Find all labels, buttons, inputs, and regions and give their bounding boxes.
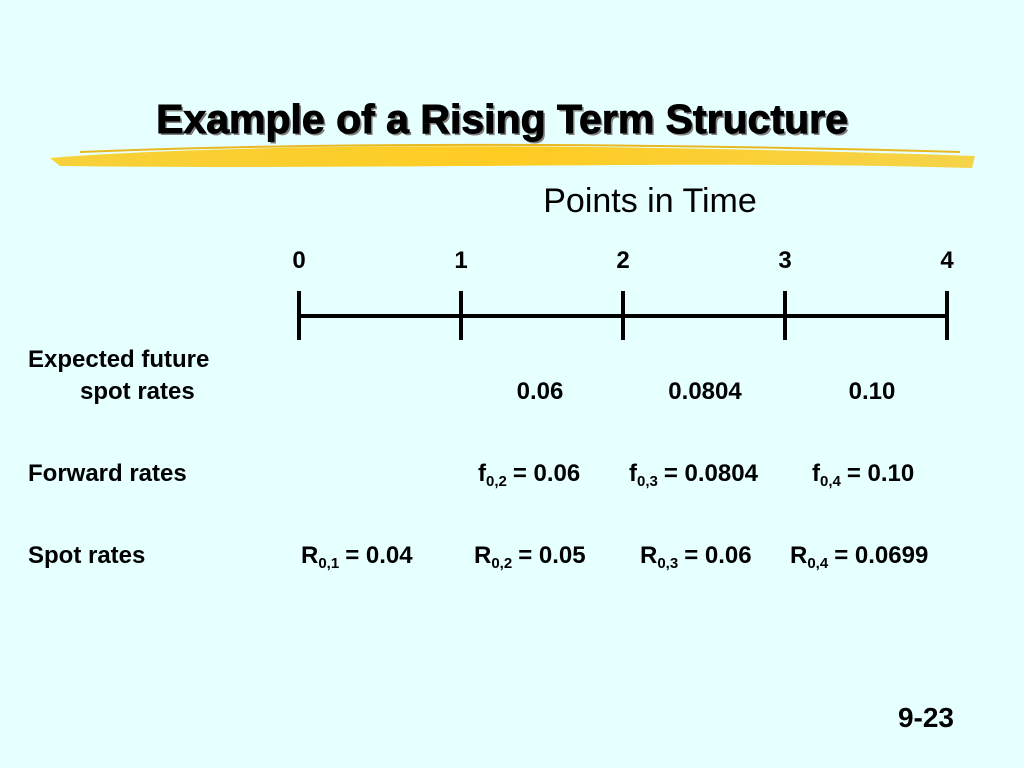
rate-subscript: 0,3 bbox=[657, 555, 679, 572]
timeline bbox=[297, 291, 949, 340]
rate-subscript: 0,2 bbox=[486, 473, 507, 490]
rate-subscript: 0,4 bbox=[807, 555, 829, 572]
rate-subscript: 0,1 bbox=[318, 555, 340, 572]
page-number: 9-23 bbox=[897, 702, 954, 733]
rate-value: = 0.05 bbox=[518, 542, 586, 569]
forward-rate: f0,2 = 0.06 bbox=[478, 460, 581, 490]
rate-symbol: R bbox=[474, 542, 492, 569]
row-label: Expected future bbox=[28, 346, 210, 373]
forward-rate: f0,3 = 0.0804 bbox=[629, 460, 758, 490]
spot-rate: R0,1 = 0.04 bbox=[301, 542, 413, 572]
time-point-label: 2 bbox=[616, 247, 630, 274]
rate-symbol: R bbox=[301, 542, 319, 569]
title-underline bbox=[50, 146, 975, 168]
rate-value: = 0.0699 bbox=[834, 542, 929, 569]
rate-value: = 0.06 bbox=[684, 542, 752, 569]
rate-symbol: f bbox=[812, 460, 820, 487]
rate-symbol: f bbox=[478, 460, 486, 487]
spot-rate: R0,4 = 0.0699 bbox=[790, 542, 929, 572]
row-label: Forward rates bbox=[28, 460, 187, 487]
spot-rate: R0,3 = 0.06 bbox=[640, 542, 752, 572]
timeline-title: Points in Time bbox=[543, 182, 757, 220]
rate-value: = 0.04 bbox=[345, 542, 413, 569]
row-label: Spot rates bbox=[28, 542, 146, 569]
rate-symbol: f bbox=[629, 460, 637, 487]
time-point-label: 1 bbox=[454, 247, 468, 274]
spot-rate: R0,2 = 0.05 bbox=[474, 542, 586, 572]
rate-subscript: 0,4 bbox=[820, 473, 841, 490]
time-point-label: 3 bbox=[778, 247, 792, 274]
time-point-label: 0 bbox=[292, 247, 306, 274]
expected-rate: 0.06 bbox=[516, 378, 564, 405]
expected-rate: 0.0804 bbox=[668, 378, 742, 405]
rate-subscript: 0,2 bbox=[491, 555, 513, 572]
brush-stroke bbox=[79, 143, 961, 153]
rate-value: = 0.10 bbox=[846, 460, 915, 487]
forward-rate: f0,4 = 0.10 bbox=[812, 460, 915, 490]
rate-value: = 0.0804 bbox=[663, 460, 758, 487]
time-point-label: 4 bbox=[940, 247, 954, 274]
rate-subscript: 0,3 bbox=[637, 473, 658, 490]
rate-symbol: R bbox=[790, 542, 808, 569]
expected-rate: 0.10 bbox=[848, 378, 896, 405]
rate-symbol: R bbox=[640, 542, 658, 569]
row-label: spot rates bbox=[80, 378, 195, 405]
rate-value: = 0.06 bbox=[512, 460, 581, 487]
slide-title: Example of a Rising Term Structure bbox=[156, 96, 849, 143]
